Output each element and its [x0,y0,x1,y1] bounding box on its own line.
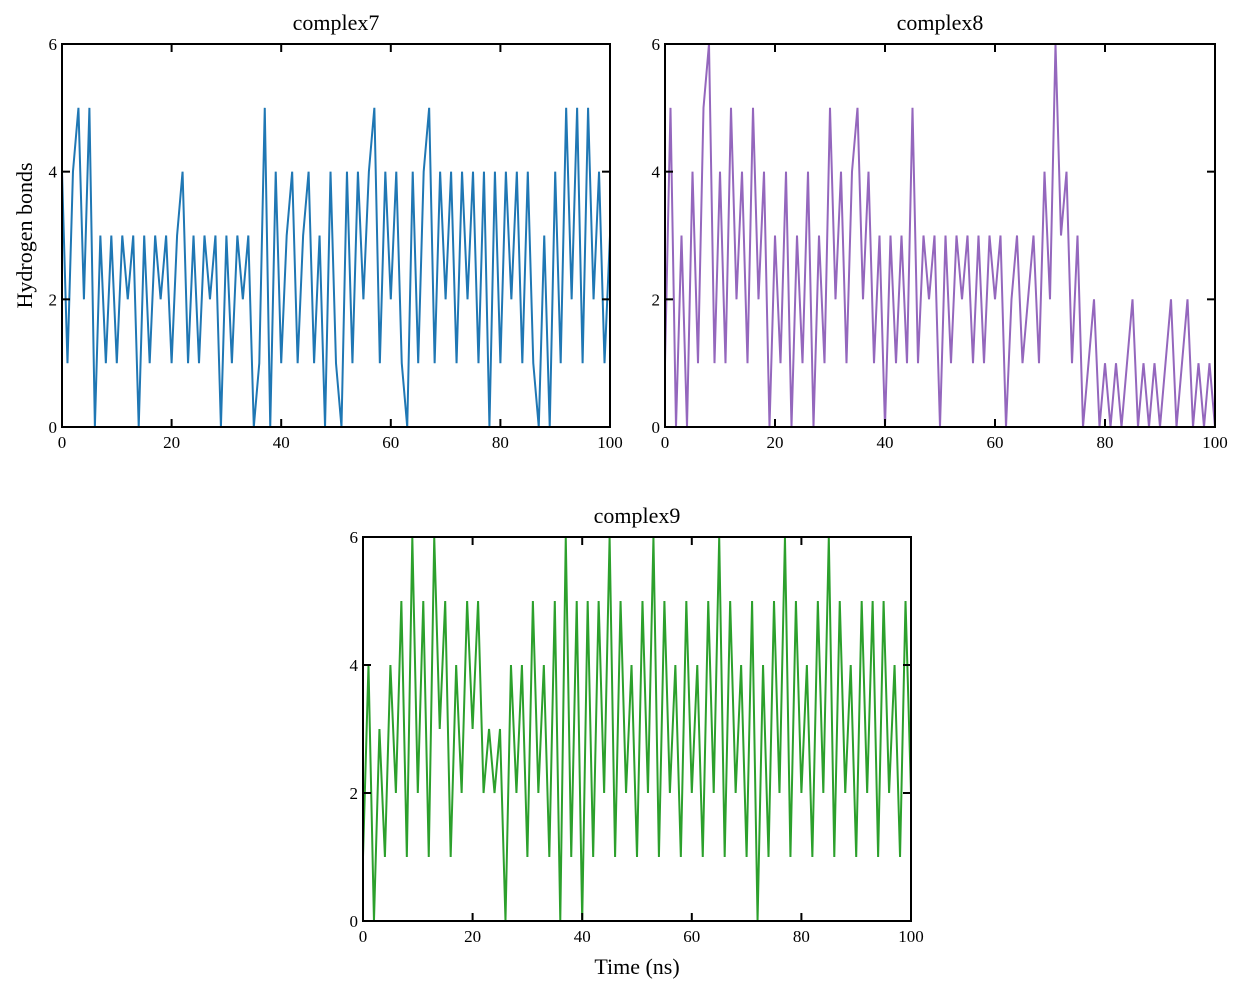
y-tick-label: 0 [49,418,58,437]
x-tick-label: 80 [793,927,810,946]
x-tick-label: 80 [492,433,509,452]
x-tick-label: 80 [1097,433,1114,452]
plot-frame [362,536,912,922]
x-tick-label: 20 [163,433,180,452]
x-axis-label: Time (ns) [594,954,679,979]
x-tick-label: 20 [464,927,481,946]
plot-frame [61,43,611,428]
x-tick-label: 40 [877,433,894,452]
data-line [362,536,912,922]
x-tick-label: 40 [273,433,290,452]
y-tick-label: 6 [49,35,58,54]
x-tick-label: 100 [898,927,924,946]
y-tick-label: 4 [652,163,661,182]
y-tick-label: 0 [652,418,661,437]
y-tick-label: 0 [350,912,359,931]
x-tick-label: 60 [382,433,399,452]
y-tick-label: 6 [652,35,661,54]
plot-frame [664,43,1216,428]
x-tick-label: 60 [683,927,700,946]
chart-title: complex9 [594,503,681,528]
y-axis-label: Hydrogen bonds [12,162,37,308]
x-tick-label: 20 [767,433,784,452]
chart-title: complex8 [897,10,984,35]
x-tick-label: 0 [661,433,670,452]
x-tick-label: 0 [58,433,67,452]
x-tick-label: 100 [1202,433,1228,452]
y-tick-label: 4 [49,163,58,182]
data-line [664,43,1216,428]
y-tick-label: 4 [350,656,359,675]
x-tick-label: 100 [597,433,623,452]
chart-title: complex7 [293,10,380,35]
y-tick-label: 2 [49,290,58,309]
y-tick-label: 6 [350,528,359,547]
x-tick-label: 40 [574,927,591,946]
y-tick-label: 2 [652,290,661,309]
x-tick-label: 60 [987,433,1004,452]
x-tick-label: 0 [359,927,368,946]
y-tick-label: 2 [350,784,359,803]
data-line [61,107,611,428]
